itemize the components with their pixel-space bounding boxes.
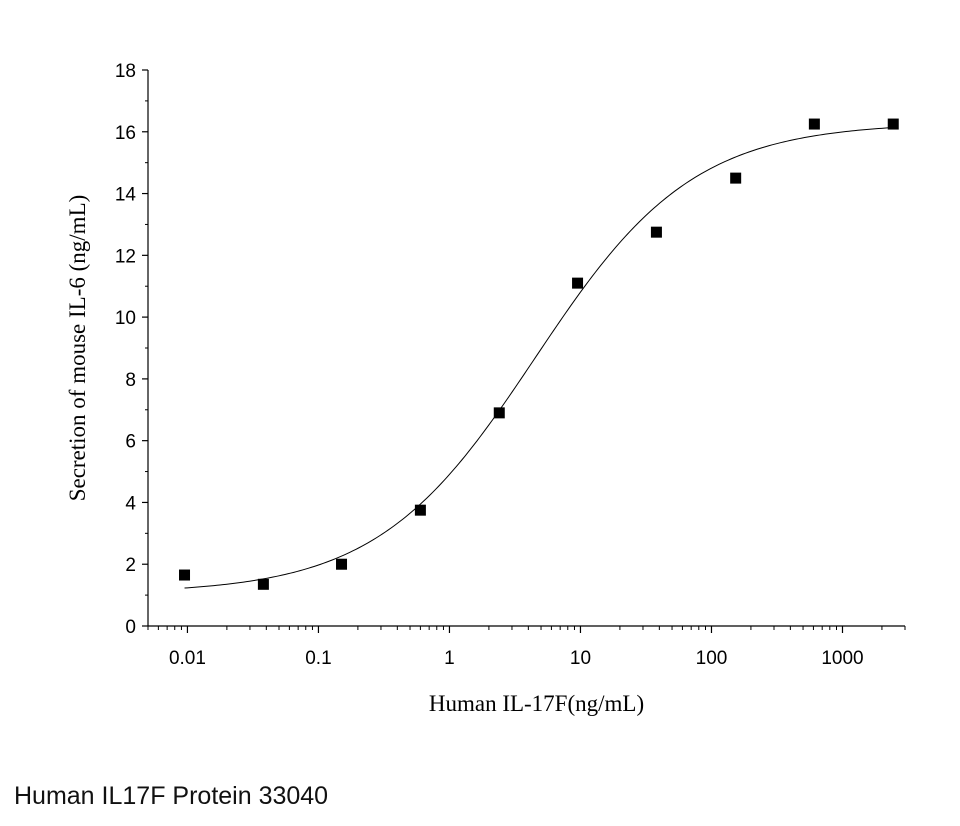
- data-point: [414, 504, 426, 516]
- y-tick-label: 16: [115, 123, 136, 144]
- x-tick-label: 10: [570, 648, 591, 669]
- y-axis: 0 2 4 6 8 10 12 14 16 18: [115, 61, 149, 638]
- data-point: [808, 118, 820, 130]
- y-tick-label: 0: [125, 617, 136, 638]
- x-tick-label: 1: [444, 648, 455, 669]
- data-point: [730, 172, 742, 184]
- fit-curve: [184, 127, 894, 589]
- data-point: [493, 407, 505, 419]
- x-axis-title: Human IL-17F(ng/mL): [429, 691, 644, 716]
- figure-caption: Human IL17F Protein 33040: [14, 782, 329, 810]
- y-tick-label: 18: [115, 61, 136, 82]
- dose-response-chart: 0 2 4 6 8 10 12 14 16 18 0.01 0.1 1 10 100 1000 Human …: [65, 61, 906, 716]
- data-point: [336, 558, 348, 570]
- y-tick-label: 4: [125, 493, 136, 514]
- data-point: [257, 578, 269, 590]
- x-tick-label: 100: [696, 648, 728, 669]
- data-point: [650, 226, 662, 238]
- y-tick-label: 2: [125, 555, 136, 576]
- data-point: [887, 118, 899, 130]
- data-point: [179, 569, 191, 581]
- x-tick-label: 0.01: [169, 648, 206, 669]
- x-tick-label: 0.1: [305, 648, 331, 669]
- y-axis-title: Secretion of mouse IL-6 (ng/mL): [65, 195, 90, 502]
- data-point: [572, 277, 584, 289]
- x-axis: 0.01 0.1 1 10 100 1000: [147, 625, 906, 669]
- y-tick-label: 10: [115, 308, 136, 329]
- x-tick-label: 1000: [821, 648, 863, 669]
- y-tick-label: 6: [125, 432, 136, 453]
- data-points: [179, 118, 899, 590]
- y-tick-label: 12: [115, 246, 136, 267]
- y-tick-label: 8: [125, 370, 136, 391]
- y-tick-label: 14: [115, 185, 137, 206]
